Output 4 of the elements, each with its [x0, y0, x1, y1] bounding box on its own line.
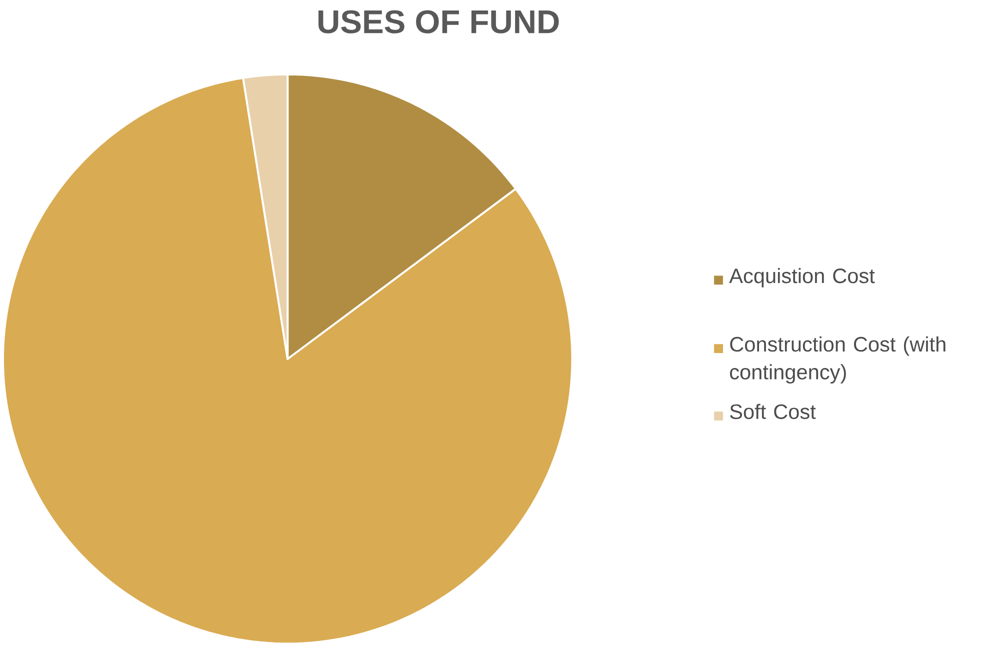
legend-label: Soft Cost [730, 404, 816, 420]
legend-label: Acquistion Cost [729, 268, 875, 288]
chart-title: USES OF FUND [318, 10, 559, 34]
legend-label: Construction Cost (with contingency) [730, 336, 946, 384]
